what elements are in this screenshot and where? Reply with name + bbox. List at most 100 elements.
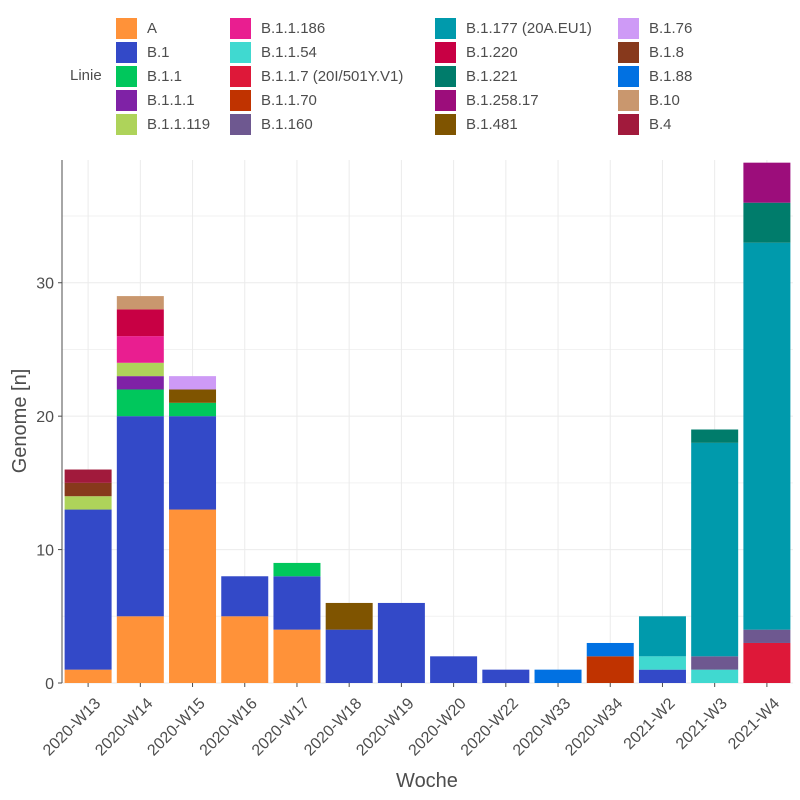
bar-segment [64, 469, 112, 483]
y-ticks: 0 10 20 30 [36, 276, 62, 693]
legend-item: B.1.1.54 [230, 41, 317, 63]
y-axis-title: Genome [n] [9, 369, 31, 474]
bar-segment [325, 602, 373, 630]
legend-swatch [116, 65, 137, 87]
legend-swatch [618, 41, 639, 63]
bar-segment [169, 376, 217, 390]
legend-label: B.10 [649, 91, 680, 109]
y-tick-label: 30 [36, 276, 54, 293]
legend-item: B.1.1.119 [116, 113, 210, 135]
bars [64, 162, 791, 683]
legend-label: B.1.8 [649, 43, 685, 61]
x-tick-label: 2020-W34 [562, 695, 626, 759]
legend-label: B.1.1.54 [261, 43, 317, 61]
legend-label: B.1.1.70 [261, 91, 317, 109]
legend-item: B.4 [618, 113, 672, 135]
legend-item: B.1.177 (20A.EU1) [435, 17, 592, 39]
legend-swatch [435, 113, 456, 135]
bar-segment [743, 162, 791, 203]
bar-segment [691, 669, 739, 683]
legend-label: B.1.1.119 [147, 115, 211, 133]
legend-swatch [116, 17, 137, 39]
legend-swatch [435, 17, 456, 39]
legend-swatch [618, 17, 639, 39]
bar-segment [430, 656, 478, 683]
legend-swatch [230, 41, 251, 63]
bar-segment [743, 242, 791, 630]
legend-label: B.4 [649, 115, 672, 133]
legend-label: B.1.177 (20A.EU1) [466, 19, 592, 37]
legend-item: B.1.8 [618, 41, 684, 63]
x-ticks: 2020-W132020-W142020-W152020-W162020-W17… [40, 683, 783, 759]
bar-segment [638, 669, 686, 683]
bar-segment [116, 309, 164, 337]
legend-swatch [618, 113, 639, 135]
legend-swatch [116, 113, 137, 135]
bar-segment [638, 616, 686, 657]
legend-label: B.1.1.186 [261, 19, 326, 37]
bar-segment [116, 296, 164, 310]
bar-segment [743, 202, 791, 243]
bar-segment [743, 629, 791, 643]
legend-item: B.1.160 [230, 113, 313, 135]
legend-swatch [618, 65, 639, 87]
legend-label: B.1.481 [466, 115, 518, 133]
bar-segment [534, 669, 582, 683]
legend-label: B.1.76 [649, 19, 693, 37]
legend-swatch [435, 65, 456, 87]
legend-label: B.1.1 [147, 67, 183, 85]
legend-swatch [230, 65, 251, 87]
bar-segment [586, 642, 634, 657]
legend-item: B.10 [618, 89, 680, 111]
bar-segment [64, 482, 112, 497]
legend-item: B.1 [116, 41, 170, 63]
legend-label: B.1.221 [466, 67, 518, 85]
legend-item: B.1.88 [618, 65, 692, 87]
legend-item: B.1.1.1 [116, 89, 195, 111]
legend-item: B.1.258.17 [435, 89, 539, 111]
bar-segment [116, 362, 164, 377]
legend-label: B.1 [147, 43, 170, 61]
bar-segment [221, 616, 269, 683]
bar-segment [64, 509, 112, 670]
bar-segment [169, 509, 217, 683]
bar-segment [638, 656, 686, 670]
legend-swatch [116, 41, 137, 63]
legend: Linie A B.1 B.1.1 B.1.1.1 B.1.1.119 B.1.1.186… [0, 0, 800, 150]
legend-item: A [116, 17, 157, 39]
legend-title: Linie [70, 67, 102, 84]
bar-segment [325, 629, 373, 683]
x-axis-title: Woche [396, 770, 458, 792]
legend-item: B.1.76 [618, 17, 692, 39]
legend-swatch [435, 89, 456, 111]
bar-segment [377, 602, 425, 683]
legend-swatch [230, 113, 251, 135]
x-tick-label: 2021-W3 [673, 695, 731, 753]
legend-label: B.1.258.17 [466, 91, 539, 109]
legend-label: B.1.1.1 [147, 91, 195, 109]
legend-item: B.1.1.7 (20I/501Y.V1) [230, 65, 403, 87]
legend-swatch [618, 89, 639, 111]
bar-segment [64, 496, 112, 510]
y-tick-label: 20 [36, 409, 54, 426]
bar-segment [482, 669, 530, 683]
bar-segment [691, 429, 739, 443]
legend-item: B.1.221 [435, 65, 518, 87]
bar-segment [169, 416, 217, 510]
bar-segment [221, 576, 269, 617]
bar-segment [691, 656, 739, 670]
y-tick-label: 0 [45, 676, 54, 693]
legend-item: B.1.1.70 [230, 89, 317, 111]
bar-segment [116, 616, 164, 683]
bar-segment [273, 629, 321, 683]
bar-segment [116, 389, 164, 417]
bar-segment [691, 442, 739, 657]
bar-segment [273, 562, 321, 577]
bar-segment [116, 416, 164, 617]
legend-label: B.1.160 [261, 115, 313, 133]
bar-segment [586, 656, 634, 683]
legend-item: B.1.220 [435, 41, 518, 63]
legend-label: B.1.1.7 (20I/501Y.V1) [261, 67, 404, 85]
legend-swatch [230, 89, 251, 111]
legend-swatch [230, 17, 251, 39]
